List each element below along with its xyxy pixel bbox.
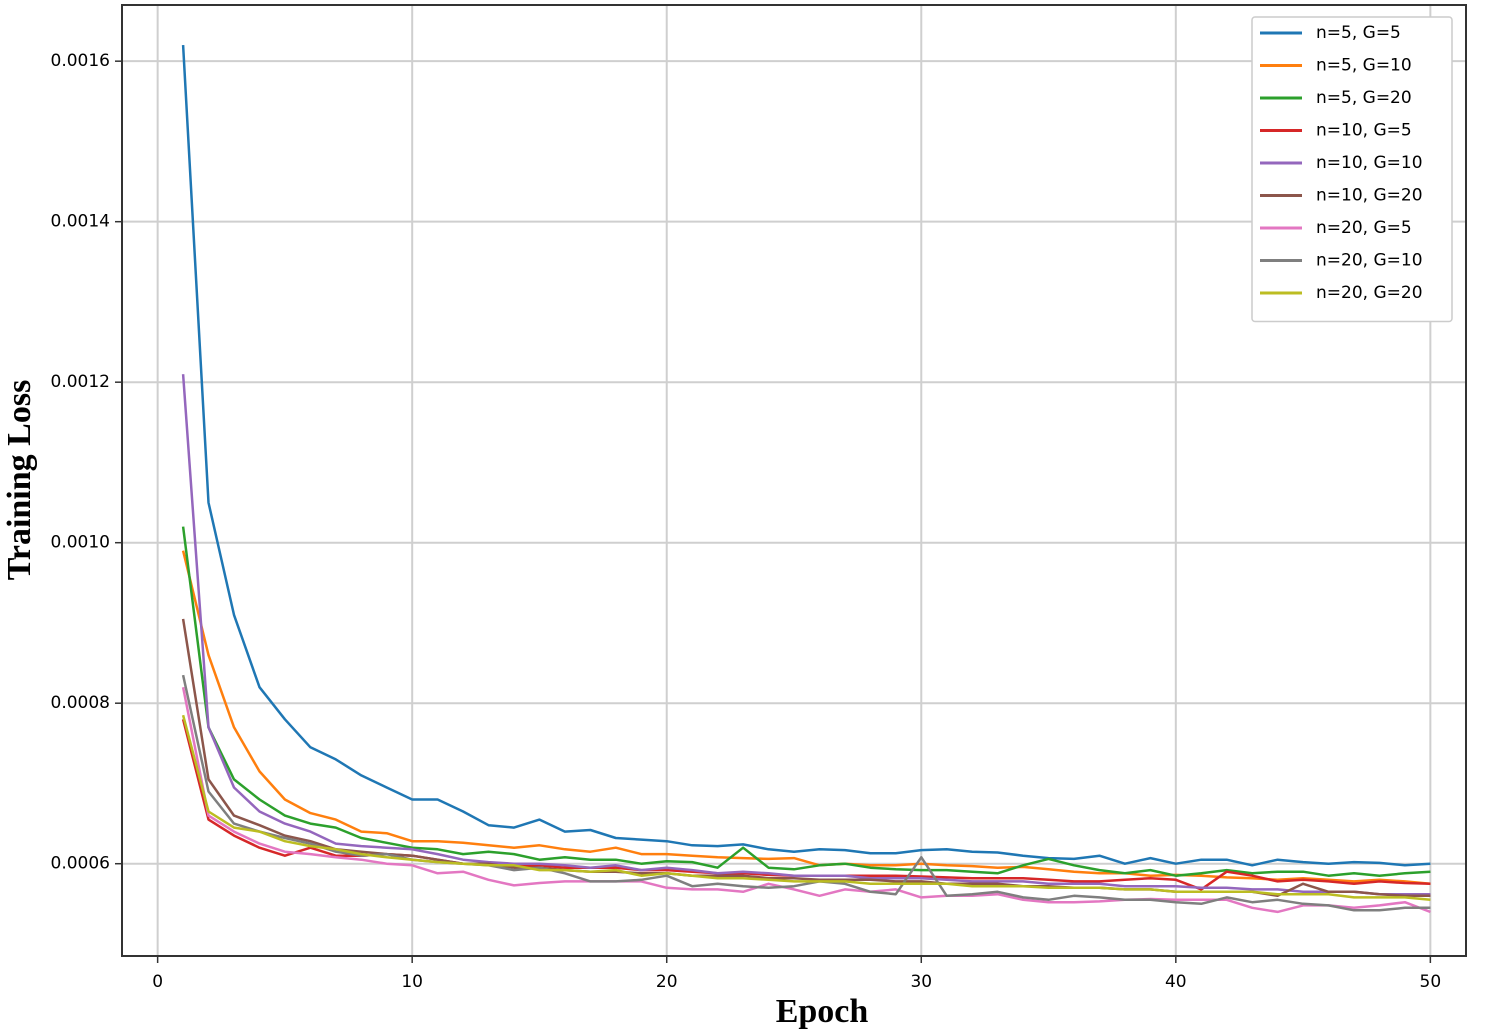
series-line — [181, 526, 1431, 877]
x-tick-label: 40 — [1165, 972, 1187, 992]
y-tick-label: 0.0014 — [51, 212, 110, 232]
legend-label: n=10, G=5 — [1316, 121, 1412, 141]
legend-label: n=20, G=10 — [1316, 251, 1423, 271]
x-tick-label: 30 — [910, 972, 932, 992]
series-line — [181, 550, 1431, 886]
y-tick-label: 0.0006 — [51, 854, 110, 874]
legend-box — [1251, 16, 1453, 323]
x-axis-title: Epoch — [776, 993, 869, 1030]
series-line — [181, 45, 1431, 867]
legend-label: n=20, G=5 — [1316, 218, 1412, 238]
series-line — [181, 674, 1431, 912]
legend-label: n=10, G=10 — [1316, 153, 1423, 173]
legend-label: n=10, G=20 — [1316, 186, 1423, 206]
y-tick-label: 0.0010 — [51, 533, 110, 553]
series-line — [181, 714, 1431, 902]
y-axis-title: Training Loss — [1, 380, 38, 581]
legend-label: n=5, G=20 — [1316, 88, 1412, 108]
y-tick-label: 0.0012 — [51, 372, 110, 392]
plot-frame — [121, 4, 1467, 957]
legend-label: n=5, G=10 — [1316, 56, 1412, 76]
series-line — [181, 686, 1431, 914]
legend-label: n=20, G=20 — [1316, 283, 1423, 303]
x-tick-label: 10 — [401, 972, 423, 992]
series-line — [181, 374, 1431, 896]
legend-label: n=5, G=5 — [1316, 23, 1401, 43]
y-tick-label: 0.0008 — [51, 693, 110, 713]
x-tick-label: 20 — [656, 972, 678, 992]
y-tick-label: 0.0016 — [51, 51, 110, 71]
x-tick-label: 0 — [152, 972, 163, 992]
x-tick-label: 50 — [1420, 972, 1442, 992]
